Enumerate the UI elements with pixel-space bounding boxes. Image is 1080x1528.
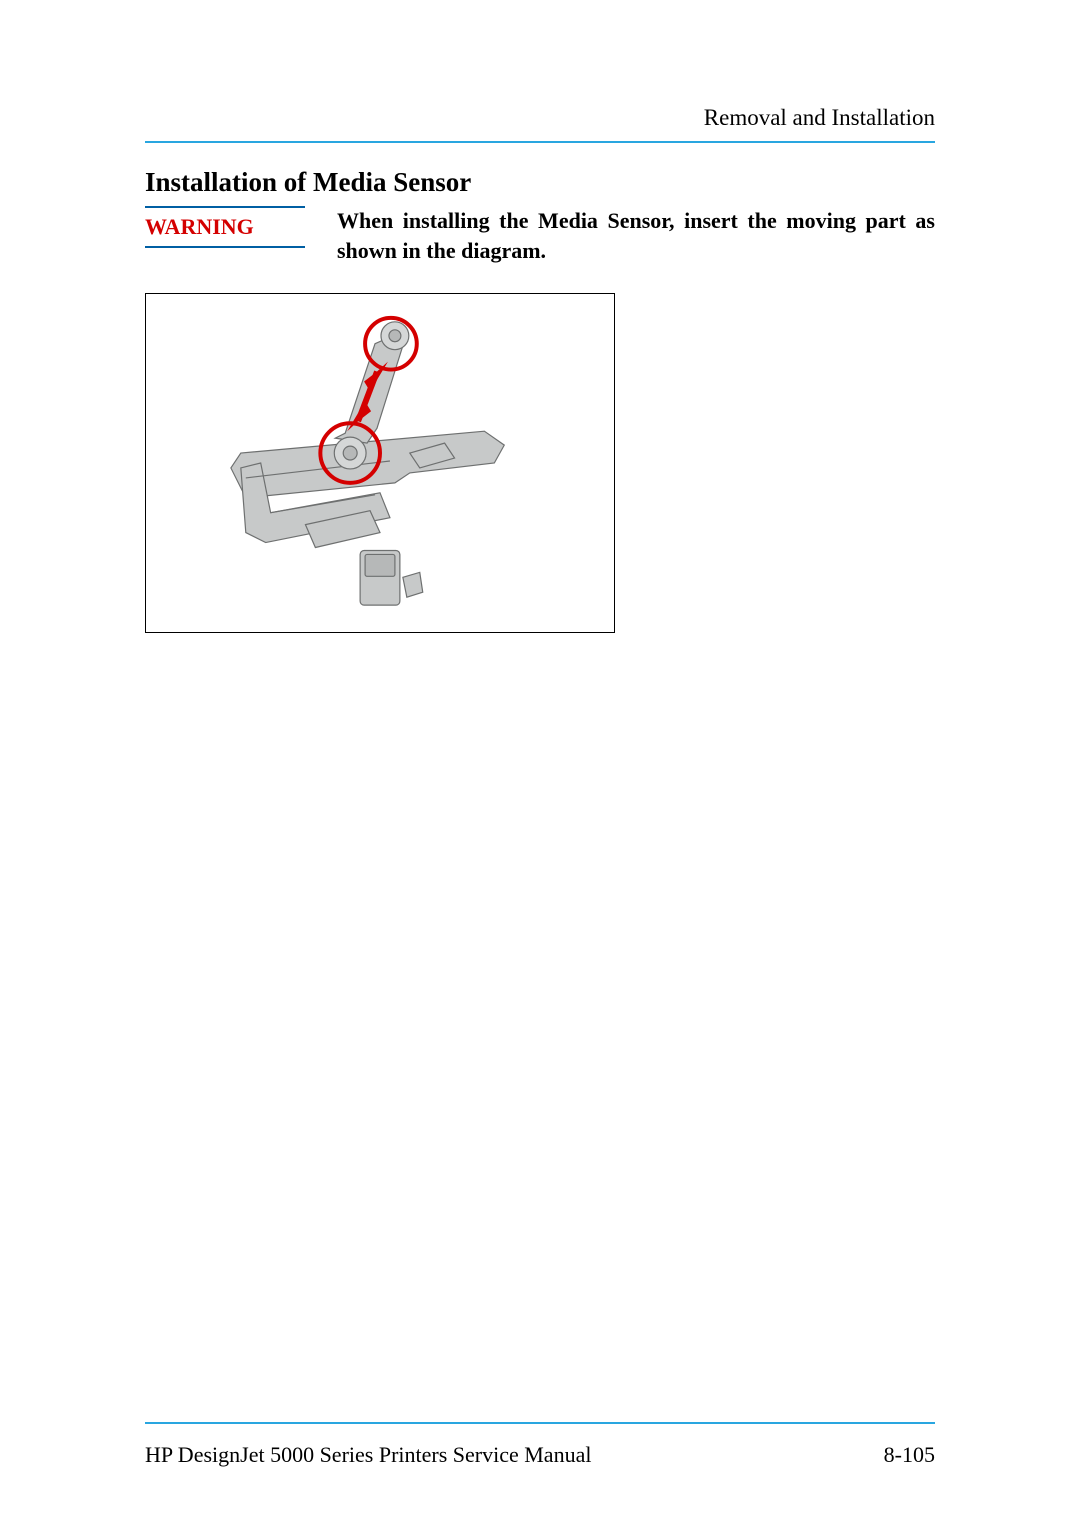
warning-text: When installing the Media Sensor, insert… xyxy=(337,206,935,265)
document-page: Removal and Installation Installation of… xyxy=(0,0,1080,1528)
warning-block: WARNING When installing the Media Sensor… xyxy=(145,206,935,265)
header-rule xyxy=(145,141,935,143)
page-footer: HP DesignJet 5000 Series Printers Servic… xyxy=(145,1422,935,1468)
warning-bottom-rule xyxy=(145,246,305,248)
section-title: Installation of Media Sensor xyxy=(145,167,935,198)
footer-row: HP DesignJet 5000 Series Printers Servic… xyxy=(145,1442,935,1468)
media-sensor-diagram xyxy=(146,294,614,632)
warning-label: WARNING xyxy=(145,208,305,246)
footer-page-number: 8-105 xyxy=(884,1442,935,1468)
footer-rule xyxy=(145,1422,935,1424)
header-section-label: Removal and Installation xyxy=(145,105,935,131)
figure-container xyxy=(145,293,615,633)
page-header: Removal and Installation xyxy=(145,105,935,143)
warning-label-column: WARNING xyxy=(145,206,305,248)
footer-manual-title: HP DesignJet 5000 Series Printers Servic… xyxy=(145,1442,591,1468)
